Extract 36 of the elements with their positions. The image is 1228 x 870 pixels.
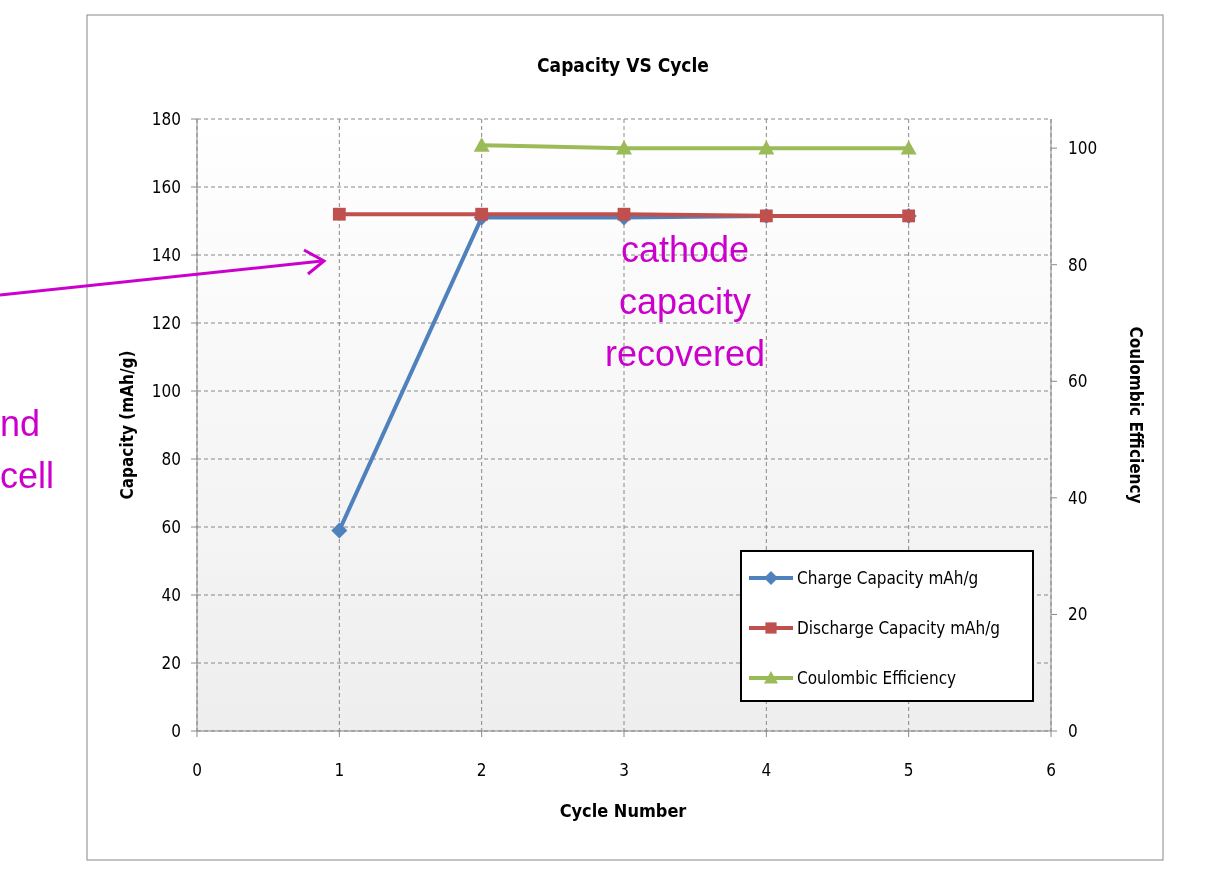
chart-title: Capacity VS Cycle — [537, 54, 709, 76]
y-tick-label: 60 — [161, 517, 181, 537]
y-tick-label: 100 — [151, 381, 181, 401]
y2-tick-label: 100 — [1068, 138, 1098, 159]
x-tick-label: 3 — [619, 760, 629, 780]
x-tick-label: 4 — [761, 760, 772, 780]
legend-label: Charge Capacity mAh/g — [797, 568, 979, 588]
point — [331, 522, 348, 539]
x-tick-label: 0 — [192, 760, 202, 780]
y2-axis-title: Coulombic Efficiency — [1126, 326, 1146, 504]
x-axis-title: Cycle Number — [559, 800, 687, 821]
x-tick-label: 2 — [476, 760, 487, 780]
y2-tick-label: 80 — [1068, 254, 1088, 275]
y-tick-label: 80 — [161, 449, 181, 469]
y2-tick-label: 60 — [1068, 371, 1088, 392]
y2-tick-label: 20 — [1068, 604, 1088, 625]
point — [475, 207, 489, 221]
legend-label: Coulombic Efficiency — [797, 668, 957, 688]
y-tick-label: 20 — [161, 653, 181, 673]
y-tick-label: 180 — [151, 109, 181, 129]
x-tick-label: 6 — [1046, 760, 1056, 780]
annotation: cathode capacity recovered — [604, 229, 766, 374]
y-tick-label: 160 — [151, 177, 181, 197]
text: nd cell — [0, 403, 55, 496]
point — [617, 207, 631, 221]
y-tick-label: 40 — [161, 585, 181, 605]
x-tick-label: 1 — [334, 760, 345, 780]
x-tick-label: 5 — [903, 760, 914, 780]
y2-tick-label: 0 — [1068, 721, 1078, 741]
y2-tick-label: 40 — [1068, 487, 1088, 508]
point — [332, 207, 346, 221]
y-tick-label: 120 — [151, 313, 181, 333]
y-tick-label: 140 — [151, 245, 181, 265]
y-tick-label: 0 — [171, 721, 181, 741]
legend-label: Discharge Capacity mAh/g — [797, 618, 1001, 638]
y-axis-title: Capacity (mAh/g) — [117, 350, 137, 500]
